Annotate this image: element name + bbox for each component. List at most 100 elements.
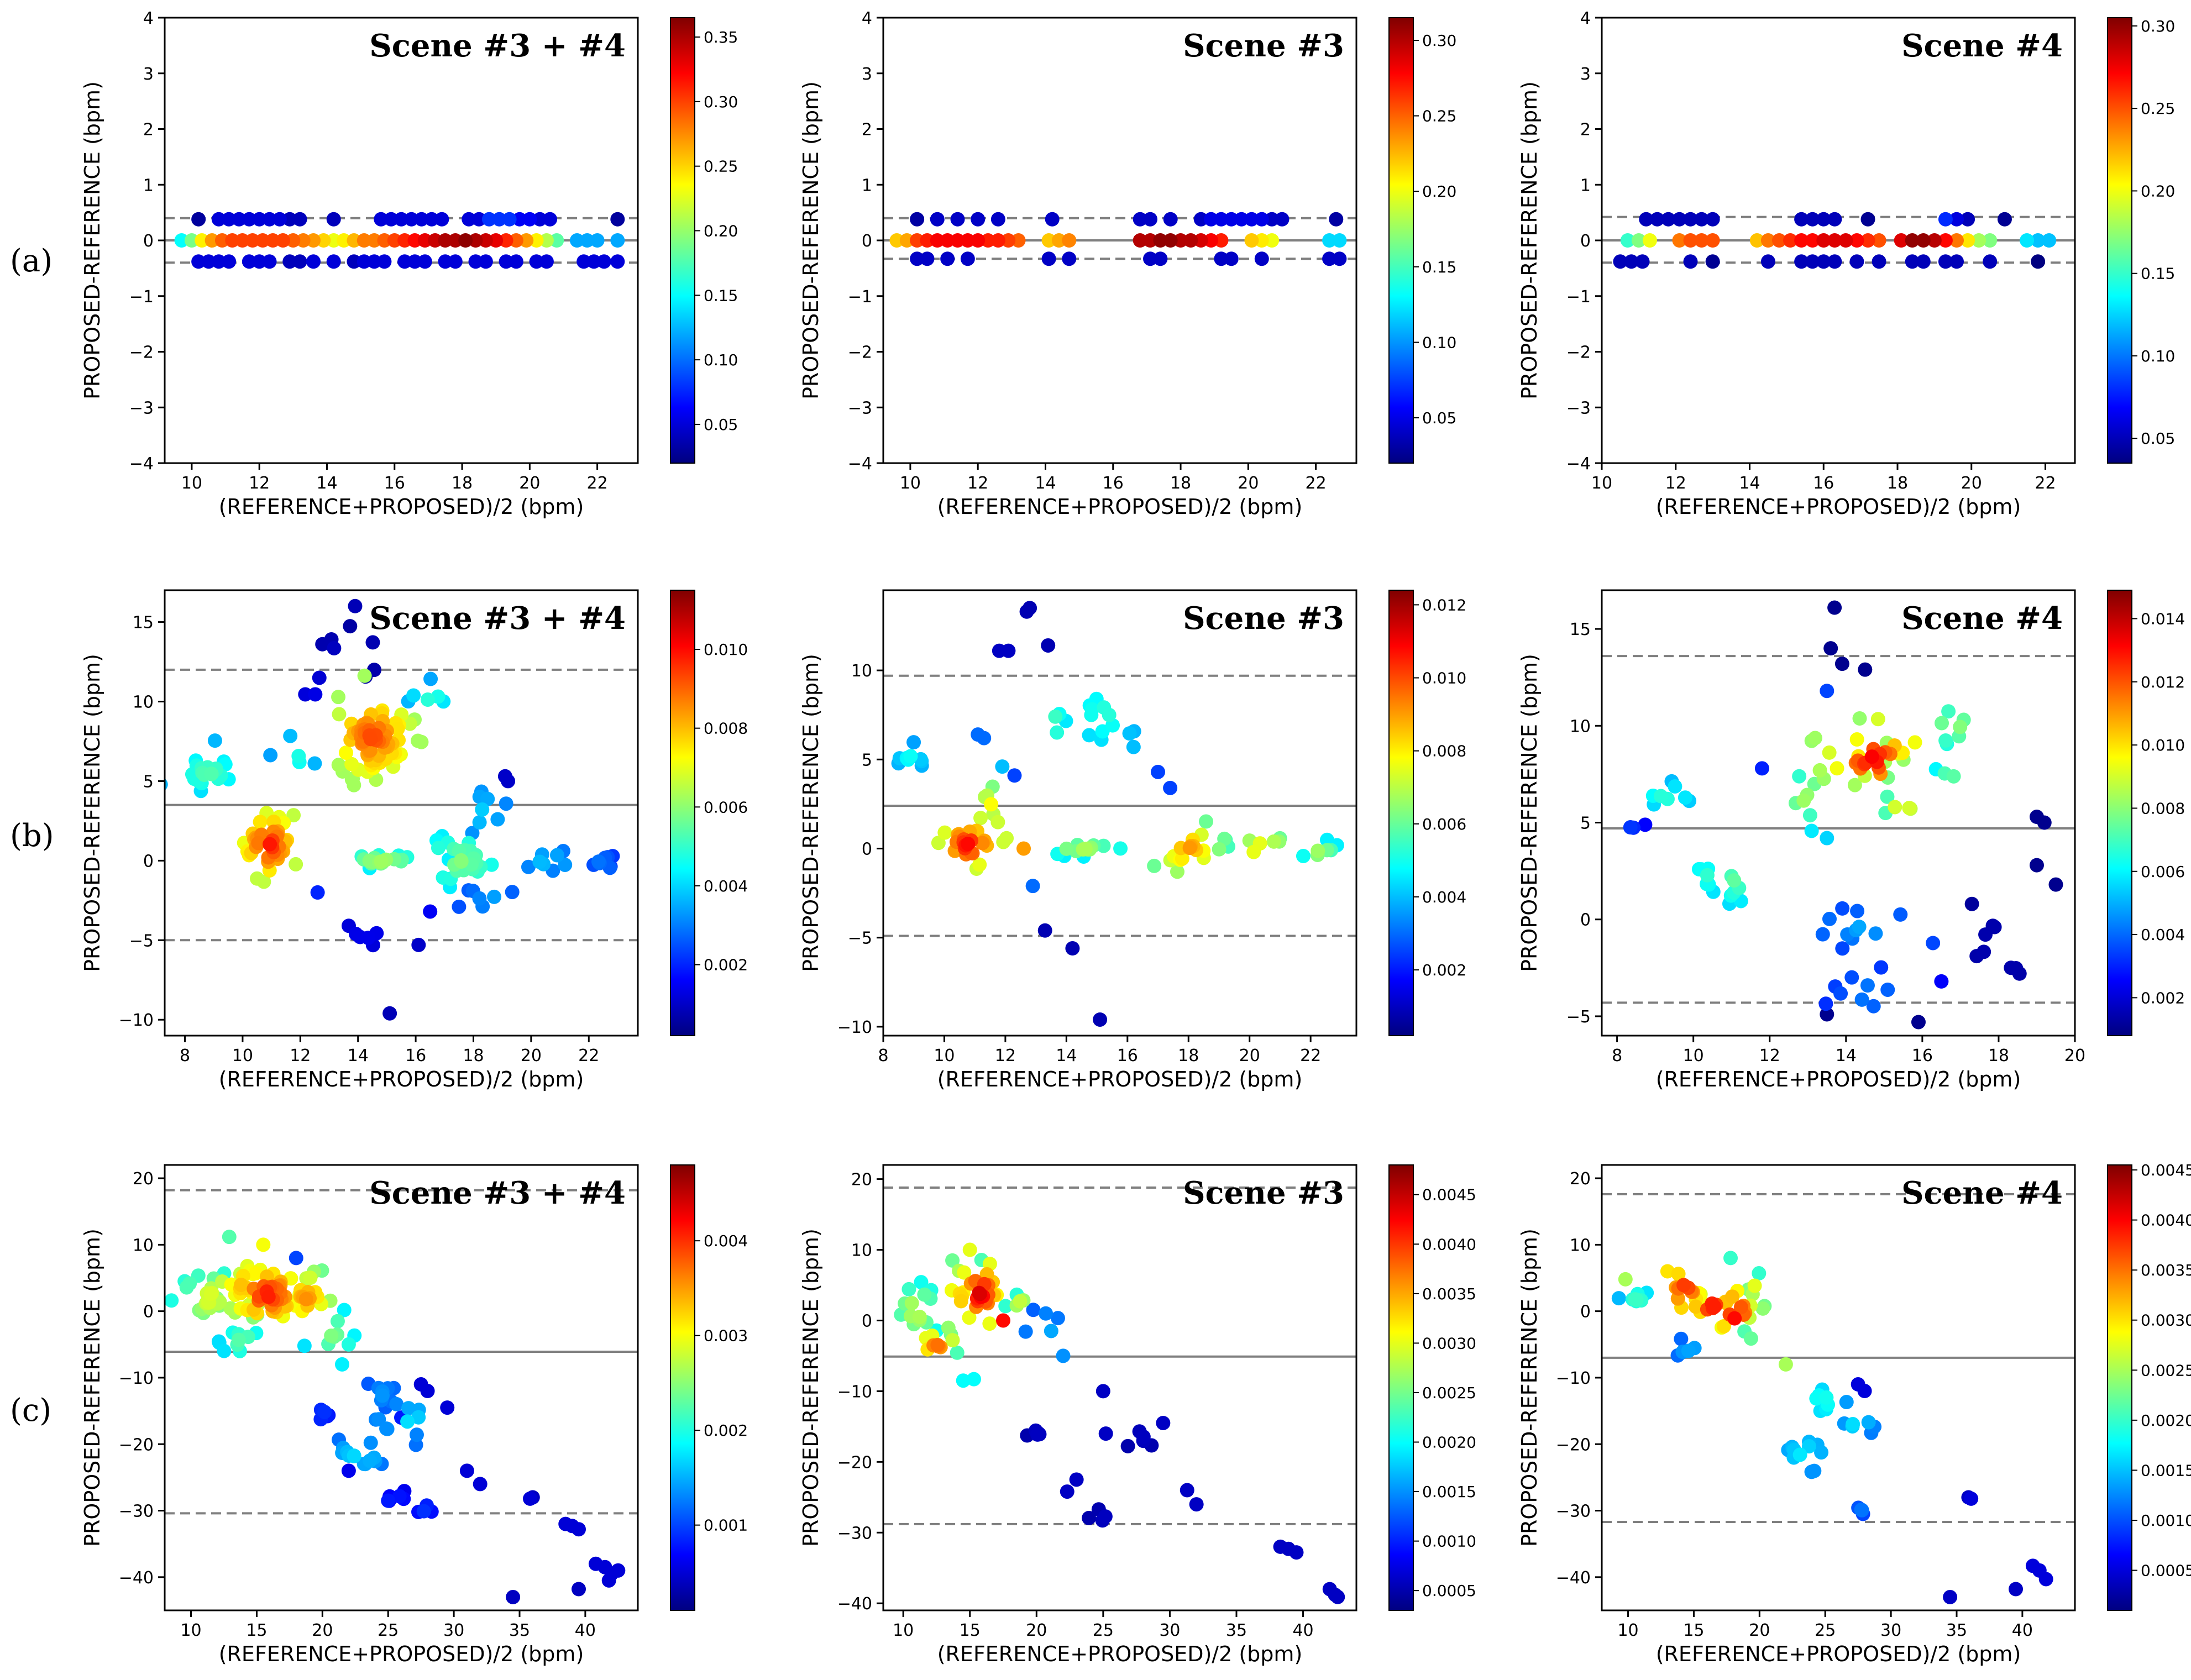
data-point [1189, 1497, 1204, 1512]
x-tick-label: 35 [1946, 1621, 1967, 1640]
data-point [962, 1242, 977, 1257]
data-point [971, 233, 986, 248]
data-point [232, 212, 247, 227]
data-point [468, 254, 483, 269]
data-point [889, 233, 904, 248]
data-point [1815, 927, 1830, 942]
x-tick-label: 20 [1026, 1621, 1047, 1640]
data-point [1623, 820, 1638, 835]
x-axis-label: (REFERENCE+PROPOSED)/2 (bpm) [219, 495, 584, 519]
data-point [1683, 254, 1698, 269]
data-point [1013, 1294, 1028, 1309]
data-point [1001, 233, 1016, 248]
data-point [998, 1299, 1013, 1314]
data-point [1671, 1267, 1686, 1282]
y-tick-label: −4 [848, 454, 872, 474]
data-point [1844, 970, 1859, 985]
data-point [420, 1384, 435, 1399]
y-tick-label: 4 [862, 9, 872, 28]
data-point [205, 233, 219, 248]
colorbar-ticks: 0.05 0.10 0.15 0.20 0.25 0.30 0.35 [695, 28, 738, 434]
data-point [941, 1320, 956, 1335]
x-tick-label: 22 [1306, 474, 1327, 493]
chart-a3: 10 12 14 16 18 20 22−4−3−2−101234(REFERENCE+PR… [1517, 9, 2175, 519]
data-point [1059, 841, 1074, 856]
colorbar-ticks: 0.002 0.004 0.006 0.008 0.010 0.012 [1413, 596, 1466, 979]
data-point [543, 212, 558, 227]
data-point [263, 748, 278, 763]
data-point [310, 885, 325, 900]
data-point [1266, 834, 1281, 849]
data-point [250, 871, 265, 886]
data-point [1961, 233, 1975, 248]
data-point [1827, 212, 1842, 227]
data-points [174, 212, 625, 269]
y-tick-label: 1 [862, 176, 872, 195]
x-tick-label: 22 [587, 474, 608, 493]
data-point [1620, 233, 1635, 248]
colorbar-tick-label: 0.010 [1422, 669, 1466, 687]
data-point [1707, 1299, 1722, 1314]
data-point [263, 837, 277, 852]
data-point [1153, 233, 1168, 248]
data-point [522, 212, 537, 227]
data-point [509, 233, 523, 248]
x-tick-label: 12 [290, 1046, 311, 1065]
data-point [203, 1287, 218, 1301]
x-tick-label: 20 [519, 474, 540, 493]
y-tick-label: −10 [119, 1369, 154, 1388]
x-tick-label: 12 [249, 474, 270, 493]
data-point [223, 1301, 238, 1316]
data-point [1805, 212, 1820, 227]
data-point [489, 233, 504, 248]
x-tick-label: 14 [1056, 1046, 1077, 1065]
colorbar-tick-label: 0.20 [2141, 182, 2175, 200]
data-point [2042, 233, 2057, 248]
x-tick-label: 18 [1988, 1046, 2009, 1065]
data-point [1635, 254, 1650, 269]
chart-b1: 8 10 12 14 16 18 20 22 −10 −5 0 5 10 15 (REFERENCE+PRO… [80, 589, 748, 1091]
data-point [1839, 1395, 1854, 1410]
y-tick-label: −40 [837, 1594, 872, 1614]
colorbar [670, 17, 695, 464]
data-point [1122, 726, 1137, 741]
data-point [1941, 704, 1956, 719]
data-point [1760, 233, 1775, 248]
x-tick-label: 20 [1238, 474, 1259, 493]
data-point [1894, 233, 1909, 248]
data-point [400, 1414, 415, 1429]
data-point [1007, 768, 1022, 783]
y-tick-label: 0 [862, 839, 872, 859]
data-point [611, 1563, 626, 1578]
data-point [296, 233, 311, 248]
colorbar-tick-label: 0.30 [704, 93, 738, 111]
y-tick-label: 20 [851, 1170, 872, 1190]
colorbar-tick-label: 0.006 [704, 798, 748, 816]
data-point [1683, 233, 1698, 248]
colorbar-tick-label: 0.0010 [2141, 1511, 2191, 1530]
chart-b3: 8 10 12 14 16 18 20 −5 0 5 10 15 (REFERENCE+PROPOSED… [1517, 589, 2185, 1091]
data-point [1016, 841, 1031, 856]
y-tick-label: 3 [1580, 65, 1591, 84]
data-point [1794, 212, 1809, 227]
data-point [1041, 638, 1056, 653]
data-point [1705, 254, 1720, 269]
data-point [549, 848, 564, 863]
data-point [1214, 251, 1229, 266]
data-point [1041, 251, 1056, 266]
data-point [195, 233, 209, 248]
data-point [1275, 212, 1290, 227]
data-point [539, 254, 554, 269]
x-tick-label: 12 [967, 474, 988, 493]
chart-title: Scene #3 + #4 [369, 28, 626, 64]
data-point [590, 233, 605, 248]
data-point [312, 670, 327, 685]
data-point [380, 1421, 395, 1436]
colorbar-tick-label: 0.15 [704, 286, 738, 305]
data-point [1834, 657, 1849, 671]
colorbar-tick-label: 0.0045 [2141, 1161, 2191, 1179]
data-point [1938, 233, 1953, 248]
x-tick-label: 10 [934, 1046, 955, 1065]
data-point [1133, 212, 1147, 227]
